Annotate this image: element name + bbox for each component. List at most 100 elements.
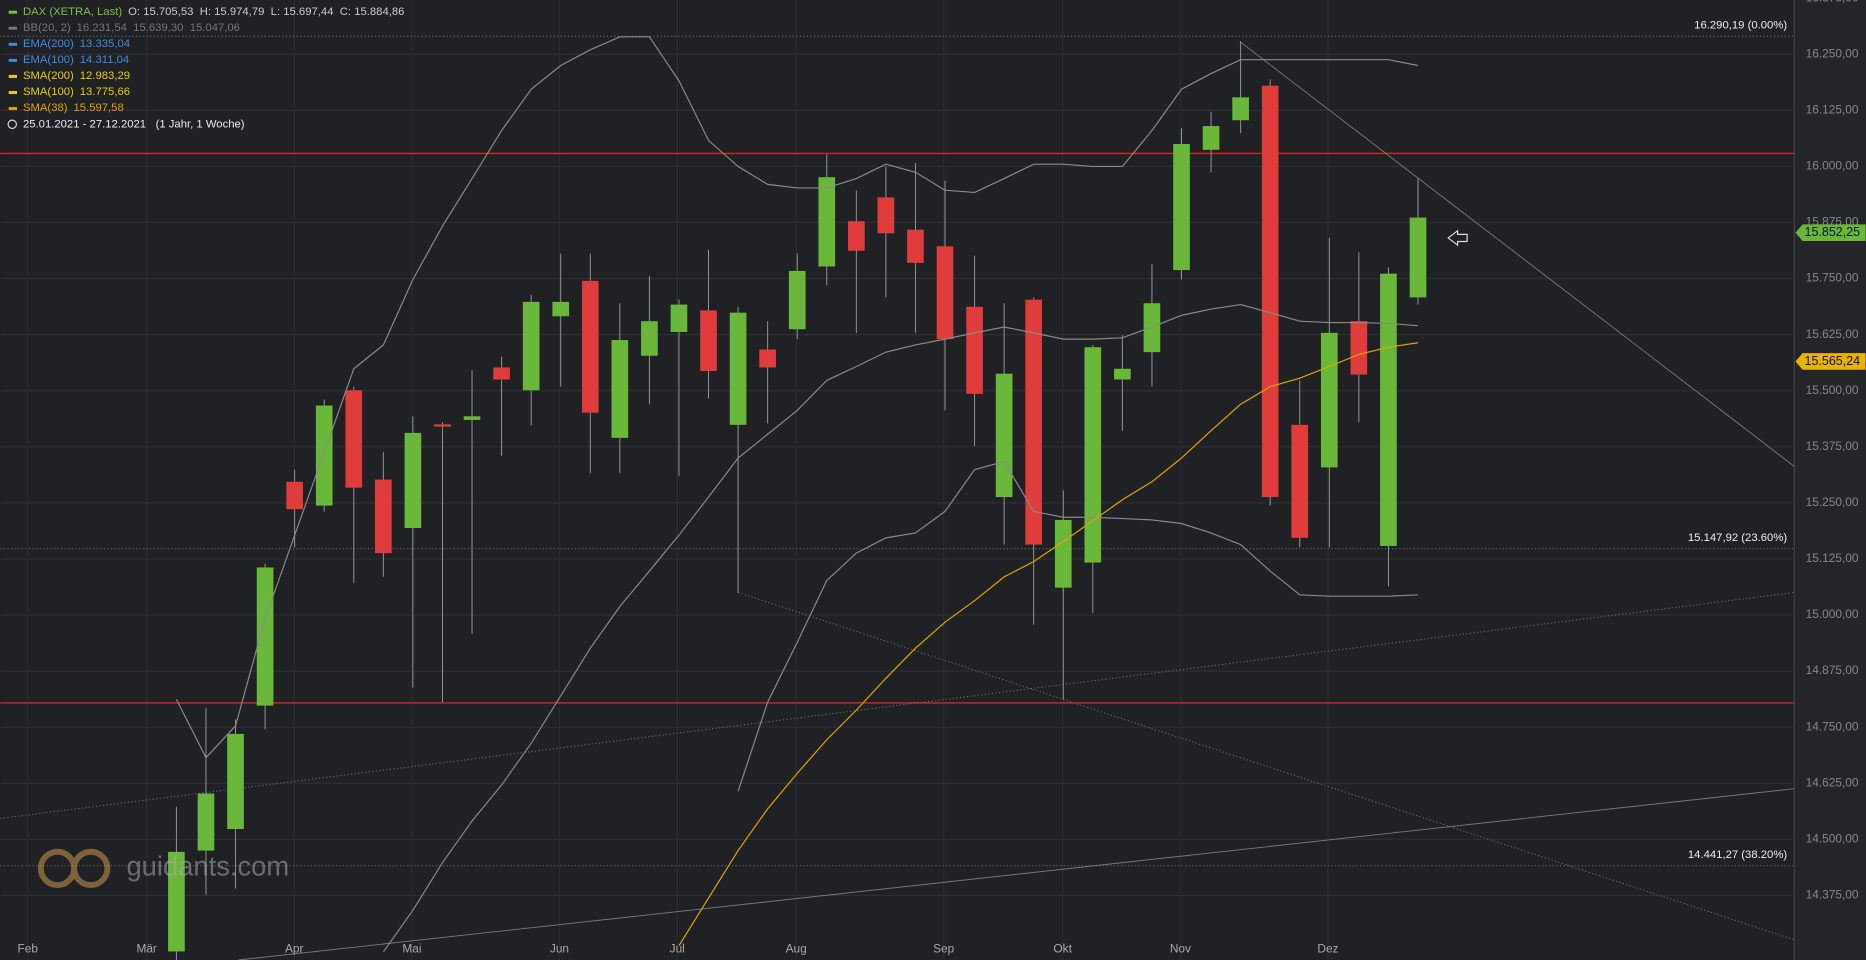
- candle-body: [818, 177, 836, 267]
- legend-name: SMA(100): [23, 86, 74, 98]
- candle-body: [670, 304, 688, 332]
- price-tag: [1795, 353, 1866, 370]
- candle-body: [1143, 303, 1161, 353]
- x-tick-label: Sep: [933, 941, 955, 955]
- x-tick-label: Jul: [670, 941, 685, 955]
- y-tick-label: 15.000,00: [1806, 607, 1859, 621]
- legend-swatch: [8, 26, 18, 30]
- candle-body: [493, 367, 510, 380]
- candle-body: [197, 793, 215, 851]
- candle-body: [286, 481, 303, 510]
- candle-body: [877, 197, 895, 234]
- legend-value: 16.231,54 15.639,30 15.047,06: [77, 22, 240, 34]
- fib-label: 14.441,27 (38.20%): [1688, 849, 1787, 861]
- candle-body: [552, 301, 570, 317]
- price-tag-label: 15.565,24: [1805, 354, 1861, 368]
- x-tick-label: Jun: [550, 941, 569, 955]
- y-tick-label: 14.875,00: [1806, 663, 1859, 677]
- candle-body: [168, 851, 185, 952]
- legend-value: 14.311,04: [80, 54, 129, 66]
- trend-line: [0, 591, 1795, 819]
- overlay-line: [737, 460, 1419, 792]
- candle-body: [434, 424, 451, 427]
- candle-body: [1054, 519, 1072, 588]
- y-tick-label: 16.375,00: [1806, 0, 1859, 4]
- period-note: (1 Jahr, 1 Woche): [156, 118, 245, 130]
- candle-body: [315, 405, 333, 506]
- y-tick-label: 16.250,00: [1806, 46, 1859, 60]
- watermark: guidants.com: [126, 851, 289, 882]
- candle-body: [1114, 368, 1131, 380]
- legend-swatch: [8, 42, 18, 46]
- y-tick-label: 15.375,00: [1806, 439, 1859, 453]
- clock-icon: [7, 119, 18, 130]
- candle-body: [375, 479, 392, 554]
- candle-body: [522, 301, 540, 391]
- candle-body: [345, 390, 363, 488]
- candle-body: [1084, 347, 1102, 563]
- y-tick-label: 14.750,00: [1806, 719, 1859, 733]
- x-tick-label: Dez: [1317, 941, 1338, 955]
- overlay-line: [382, 303, 1419, 953]
- candle-body: [995, 373, 1013, 498]
- x-tick-label: Okt: [1053, 941, 1072, 955]
- candle-body: [1025, 299, 1043, 545]
- trend-line: [238, 788, 1795, 960]
- price-tag-label: 15.852,25: [1805, 225, 1861, 239]
- legend-value: 13.335,04: [80, 38, 130, 50]
- y-tick-label: 15.625,00: [1806, 327, 1859, 341]
- candle-body: [227, 733, 244, 830]
- y-tick-label: 16.000,00: [1806, 159, 1859, 173]
- axis-bg: [1794, 0, 1866, 960]
- legend-value: 12.983,29: [80, 70, 130, 82]
- legend-value: 15.597,58: [73, 102, 123, 114]
- candle-body: [1261, 85, 1279, 498]
- y-tick-label: 14.500,00: [1806, 831, 1859, 845]
- x-tick-label: Nov: [1170, 941, 1191, 955]
- legend-swatch: [8, 74, 18, 78]
- y-tick-label: 15.500,00: [1806, 383, 1859, 397]
- legend-name: SMA(200): [23, 70, 74, 82]
- candle-body: [463, 416, 481, 420]
- candle-body: [848, 221, 865, 251]
- cursor-arrow: [1447, 229, 1468, 247]
- x-tick-label: Feb: [17, 941, 38, 955]
- candle-body: [1291, 424, 1309, 538]
- legend-name: DAX (XETRA, Last): [23, 6, 122, 18]
- candle-body: [611, 340, 629, 438]
- price-tag: [1795, 224, 1866, 242]
- legend-name: BB(20, 2): [23, 22, 71, 34]
- candle-body: [907, 229, 924, 263]
- x-tick-label: Apr: [285, 941, 304, 955]
- legend-name: EMA(100): [23, 54, 74, 66]
- trend-line: [1239, 41, 1795, 467]
- y-tick-label: 15.750,00: [1806, 271, 1859, 285]
- x-tick-label: Mär: [136, 941, 156, 955]
- legend-swatch: [8, 58, 18, 62]
- candle-body: [256, 567, 274, 706]
- candle-body: [1173, 144, 1190, 271]
- period: 25.01.2021 - 27.12.2021: [23, 118, 146, 130]
- legend-swatch: [8, 10, 18, 14]
- fib-label: 16.290,19 (0.00%): [1694, 20, 1787, 32]
- candle-body: [1202, 126, 1220, 150]
- y-tick-label: 15.250,00: [1806, 495, 1859, 509]
- legend-value: 13.775,66: [80, 86, 130, 98]
- candle-body: [700, 310, 717, 371]
- legend-name: SMA(38): [23, 102, 68, 114]
- candle-body: [404, 432, 422, 528]
- candle-body: [581, 280, 599, 413]
- y-tick-label: 15.125,00: [1806, 551, 1859, 565]
- x-tick-label: Mai: [402, 941, 421, 955]
- candle-body: [936, 246, 954, 340]
- legend-value: O: 15.705,53 H: 15.974,79 L: 15.697,44 C…: [128, 6, 404, 18]
- fib-label: 15.147,92 (23.60%): [1688, 532, 1787, 544]
- legend-swatch: [8, 91, 18, 94]
- candle-body: [729, 312, 747, 425]
- overlay-line: [175, 36, 1419, 759]
- candle-body: [966, 306, 983, 394]
- candle-body: [788, 270, 806, 330]
- legend-name: EMA(200): [23, 38, 74, 50]
- candle-body: [1350, 321, 1368, 375]
